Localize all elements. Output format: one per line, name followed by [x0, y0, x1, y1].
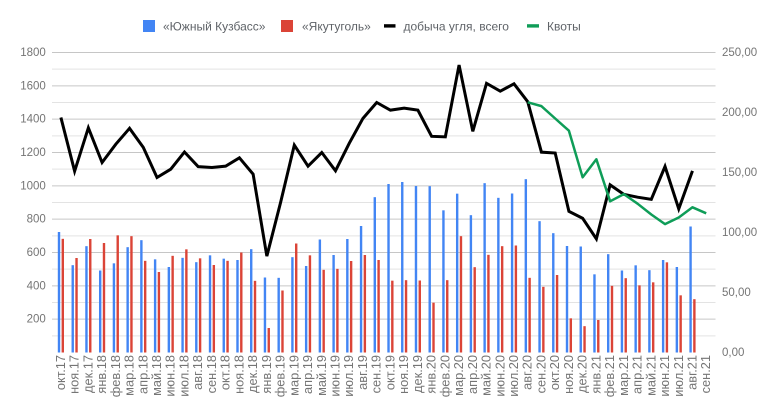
- svg-text:1200: 1200: [20, 147, 46, 159]
- svg-text:мар.18: мар.18: [122, 355, 137, 396]
- svg-text:сен.21: сен.21: [698, 355, 713, 393]
- svg-text:апр.18: апр.18: [135, 355, 150, 394]
- svg-text:июл.18: июл.18: [176, 355, 191, 397]
- svg-text:окт.20: окт.20: [547, 355, 562, 390]
- svg-text:июл.19: июл.19: [341, 355, 356, 397]
- svg-text:дек.17: дек.17: [80, 355, 95, 393]
- svg-text:дек.18: дек.18: [245, 355, 260, 393]
- svg-text:янв.20: янв.20: [424, 355, 439, 394]
- svg-text:100,00: 100,00: [722, 227, 757, 239]
- svg-text:фев.19: фев.19: [273, 355, 288, 397]
- svg-text:мар.19: мар.19: [286, 355, 301, 396]
- svg-text:апр.21: апр.21: [630, 355, 645, 394]
- svg-text:800: 800: [27, 214, 46, 226]
- svg-text:янв.21: янв.21: [588, 355, 603, 394]
- svg-text:ноя.17: ноя.17: [67, 355, 82, 394]
- svg-text:200,00: 200,00: [722, 107, 757, 119]
- svg-text:сен.18: сен.18: [204, 355, 219, 393]
- svg-text:Квоты: Квоты: [547, 20, 581, 34]
- svg-text:авг.21: авг.21: [684, 355, 699, 390]
- svg-text:фев.18: фев.18: [108, 355, 123, 397]
- svg-text:авг.18: авг.18: [190, 355, 205, 390]
- svg-text:июн.21: июн.21: [657, 355, 672, 397]
- svg-text:окт.18: окт.18: [218, 355, 233, 390]
- svg-text:окт.17: окт.17: [53, 355, 68, 390]
- svg-text:сен.20: сен.20: [533, 355, 548, 393]
- svg-text:1000: 1000: [20, 180, 46, 192]
- svg-text:мар.21: мар.21: [616, 355, 631, 396]
- svg-text:июл.20: июл.20: [506, 355, 521, 397]
- svg-text:250,00: 250,00: [722, 47, 757, 59]
- svg-text:сен.19: сен.19: [369, 355, 384, 393]
- svg-text:200: 200: [27, 314, 46, 326]
- svg-text:мар.20: мар.20: [451, 355, 466, 396]
- svg-text:апр.19: апр.19: [300, 355, 315, 394]
- svg-text:апр.20: апр.20: [465, 355, 480, 394]
- svg-text:0,00: 0,00: [722, 347, 744, 359]
- svg-text:400: 400: [27, 280, 46, 292]
- svg-text:май.19: май.19: [314, 355, 329, 396]
- svg-text:май.21: май.21: [643, 355, 658, 396]
- svg-text:дек.20: дек.20: [575, 355, 590, 393]
- svg-text:ноя.20: ноя.20: [561, 355, 576, 394]
- svg-text:июл.21: июл.21: [671, 355, 686, 397]
- svg-text:150,00: 150,00: [722, 167, 757, 179]
- svg-text:фев.21: фев.21: [602, 355, 617, 397]
- svg-text:авг.20: авг.20: [520, 355, 535, 390]
- svg-text:ноя.18: ноя.18: [231, 355, 246, 394]
- svg-text:добыча угля, всего: добыча угля, всего: [404, 20, 510, 34]
- svg-text:дек.19: дек.19: [410, 355, 425, 393]
- svg-text:май.18: май.18: [149, 355, 164, 396]
- svg-text:1400: 1400: [20, 114, 46, 126]
- svg-text:«Якутуголь»: «Якутуголь»: [302, 20, 371, 34]
- svg-text:фев.20: фев.20: [437, 355, 452, 397]
- svg-text:600: 600: [27, 247, 46, 259]
- svg-text:1600: 1600: [20, 80, 46, 92]
- svg-text:июн.19: июн.19: [328, 355, 343, 397]
- svg-text:окт.19: окт.19: [382, 355, 397, 390]
- svg-text:янв.19: янв.19: [259, 355, 274, 394]
- svg-text:1800: 1800: [20, 47, 46, 59]
- svg-text:янв.18: янв.18: [94, 355, 109, 394]
- svg-text:авг.19: авг.19: [355, 355, 370, 390]
- svg-text:«Южный Кузбасс»: «Южный Кузбасс»: [163, 20, 266, 34]
- svg-text:май.20: май.20: [479, 355, 494, 396]
- svg-text:50,00: 50,00: [722, 287, 751, 299]
- svg-text:июн.18: июн.18: [163, 355, 178, 397]
- svg-text:июн.20: июн.20: [492, 355, 507, 397]
- svg-text:ноя.19: ноя.19: [396, 355, 411, 394]
